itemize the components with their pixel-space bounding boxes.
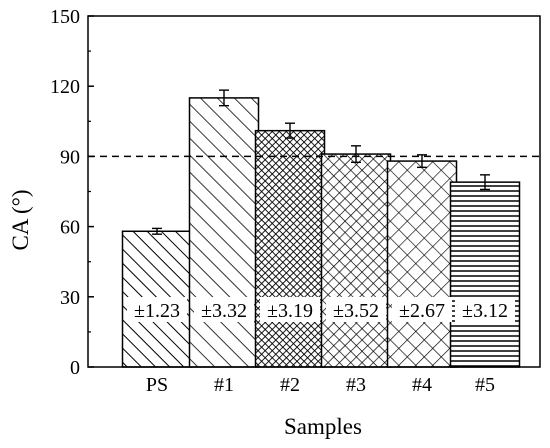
error-value-label: ±3.12 — [462, 300, 508, 322]
error-bar — [480, 174, 490, 191]
error-label: ±3.32 — [194, 297, 254, 322]
error-bar — [285, 122, 295, 139]
y-tick-label: 90 — [60, 146, 80, 168]
error-value-label: ±1.23 — [134, 300, 180, 322]
y-tick-label: 60 — [60, 217, 80, 239]
y-tick-label: 0 — [70, 357, 80, 379]
y-tick-label: 30 — [60, 287, 80, 309]
bar-sample-3 — [320, 153, 392, 368]
x-tick-label: #2 — [280, 374, 300, 396]
y-axis-title: CA (°) — [8, 190, 33, 251]
x-tick-label: PS — [146, 374, 168, 396]
error-label: ±3.19 — [260, 297, 320, 322]
error-bar — [152, 227, 162, 235]
y-tick-label: 150 — [50, 6, 80, 28]
bar-sample-5 — [449, 181, 521, 368]
x-axis-title: Samples — [284, 414, 362, 439]
error-value-label: ±3.32 — [201, 300, 247, 322]
error-bar — [417, 154, 427, 169]
x-tick-label: #1 — [214, 374, 234, 396]
bar-sample-2 — [254, 129, 326, 368]
x-tick-label: #5 — [475, 374, 495, 396]
error-value-label: ±3.19 — [267, 300, 313, 322]
bar-sample-4 — [386, 160, 458, 368]
x-tick-label: #3 — [346, 374, 366, 396]
error-value-label: ±2.67 — [399, 300, 445, 322]
error-label: ±3.12 — [455, 297, 515, 322]
x-tick-label: #4 — [412, 374, 432, 396]
error-value-label: ±3.52 — [333, 300, 379, 322]
y-tick-label: 120 — [50, 76, 80, 98]
error-label: ±2.67 — [392, 297, 452, 322]
bar-sample-1 — [188, 97, 260, 368]
error-label: ±3.52 — [326, 297, 386, 322]
error-bar — [351, 145, 361, 163]
error-label: ±1.23 — [127, 297, 187, 322]
error-bar — [219, 89, 229, 107]
